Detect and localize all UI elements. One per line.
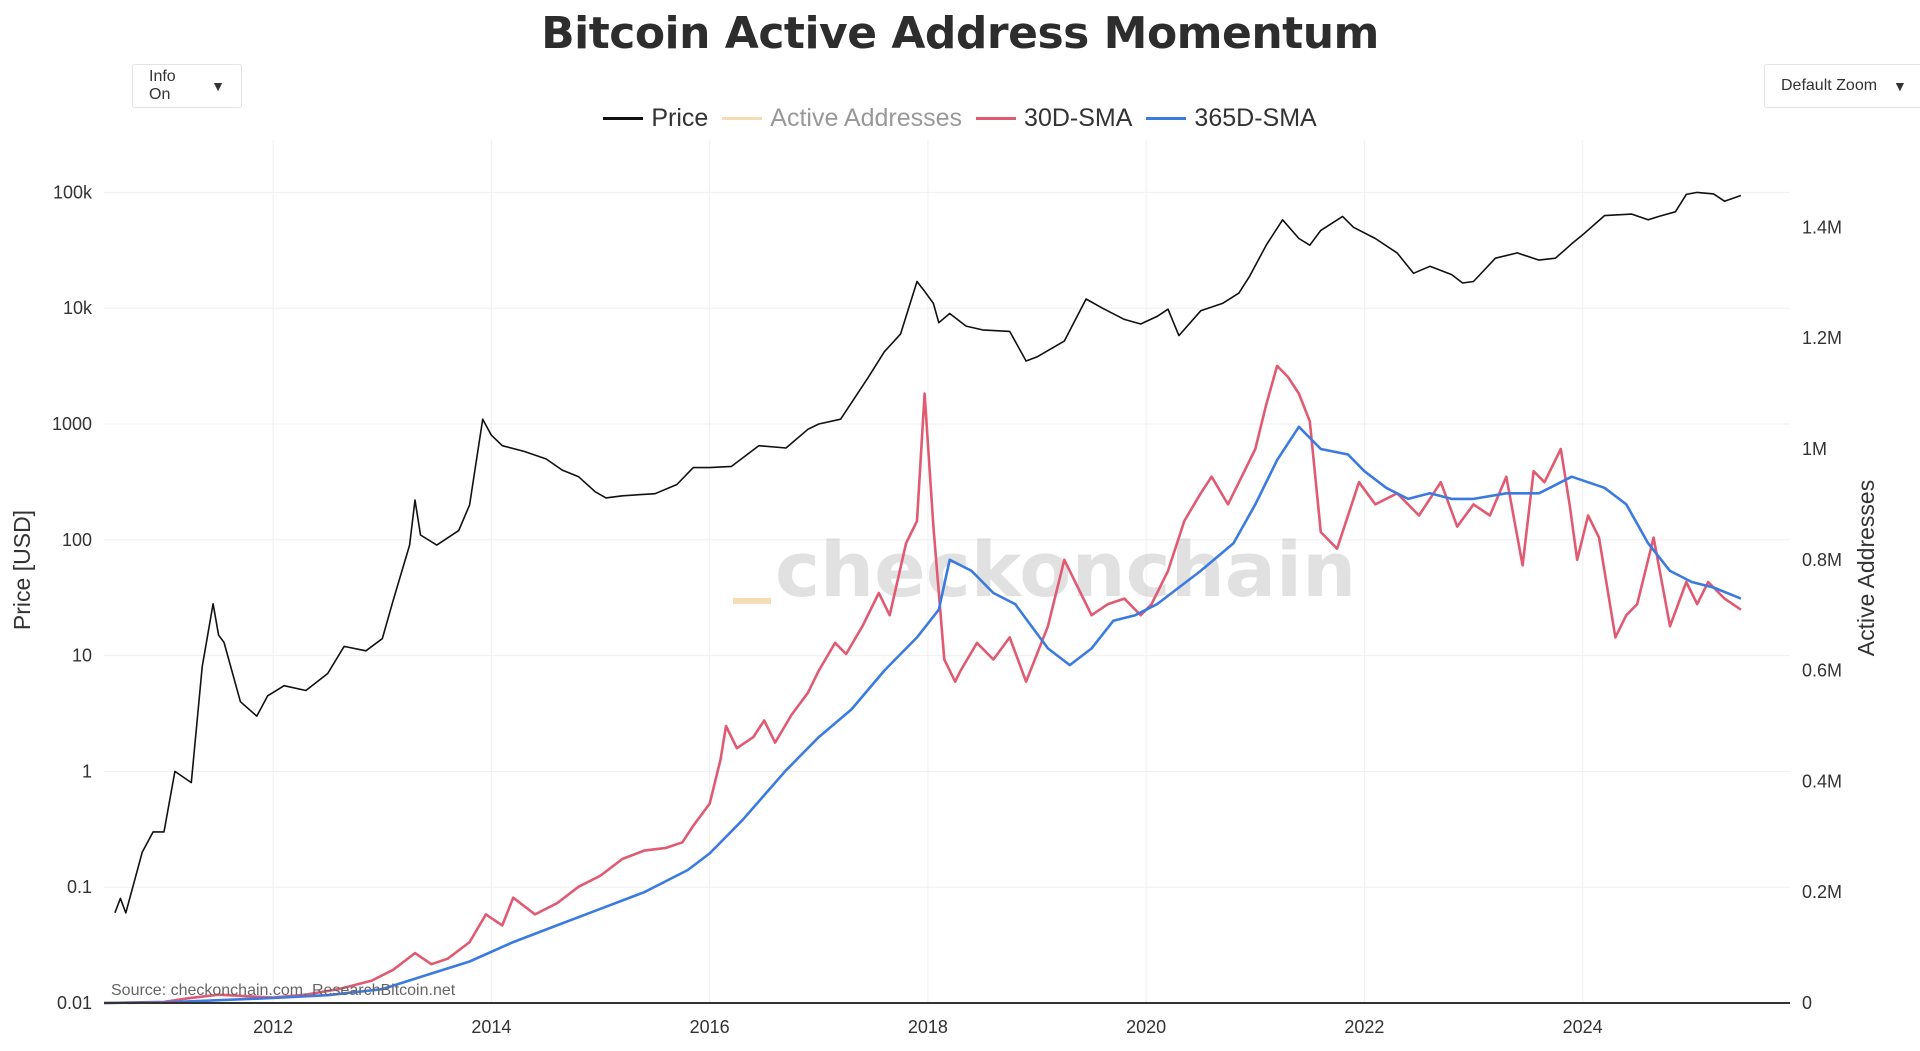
info-toggle-label: Info On — [149, 68, 176, 103]
right-tick-label: 0.8M — [1802, 550, 1842, 570]
zoom-dropdown[interactable]: Default Zoom ▼ — [1764, 64, 1920, 108]
series-line-365d-sma — [103, 425, 1742, 1005]
x-tick-label: 2018 — [908, 1017, 948, 1037]
chart-legend: Price Active Addresses 30D-SMA 365D-SMA — [0, 104, 1920, 133]
legend-swatch-365d-sma — [1146, 117, 1187, 120]
watermark: checkonchain — [775, 525, 1356, 614]
right-tick-label: 1.2M — [1802, 328, 1842, 348]
source-note: Source: checkonchain.com, ResearchBitcoi… — [111, 982, 456, 999]
zoom-label: Default Zoom — [1781, 77, 1878, 94]
left-tick-label: 0.01 — [57, 993, 92, 1013]
legend-swatch-30d-sma — [976, 117, 1017, 120]
x-tick-label: 2020 — [1126, 1017, 1166, 1037]
x-tick-label: 2022 — [1344, 1017, 1384, 1037]
legend-swatch-active-addresses — [722, 117, 763, 120]
legend-label-active-addresses: Active Addresses — [770, 104, 963, 132]
left-tick-label: 1 — [82, 761, 92, 781]
right-tick-label: 1.4M — [1802, 217, 1842, 237]
right-tick-label: 0.4M — [1802, 771, 1842, 791]
legend-label-price: Price — [651, 104, 709, 132]
left-tick-label: 100 — [62, 530, 92, 550]
left-tick-label: 1000 — [52, 414, 92, 434]
legend-item-price[interactable]: Price — [603, 104, 708, 133]
info-toggle-dropdown[interactable]: Info On ▼ — [132, 64, 242, 108]
right-tick-label: 1M — [1802, 439, 1827, 459]
series-lines — [103, 191, 1742, 1005]
left-tick-label: 0.1 — [67, 877, 92, 897]
left-tick-label: 100k — [53, 182, 93, 202]
right-tick-label: 0 — [1802, 993, 1812, 1013]
legend-item-30d-sma[interactable]: 30D-SMA — [976, 104, 1132, 133]
legend-label-365d-sma: 365D-SMA — [1194, 104, 1317, 132]
right-tick-label: 0.6M — [1802, 661, 1842, 681]
x-tick-label: 2016 — [690, 1017, 730, 1037]
left-tick-label: 10k — [63, 298, 93, 318]
legend-swatch-price — [603, 117, 644, 120]
series-line-price — [114, 191, 1742, 914]
series-line-30d-sma — [103, 364, 1742, 1005]
x-axis-ticks: 2012 2014 2016 2018 2020 2022 2024 — [253, 1017, 1603, 1037]
y-left-axis-title: Price [USD] — [9, 510, 35, 630]
left-axis-ticks: 0.01 0.1 1 10 100 1000 10k 100k — [52, 182, 93, 1013]
y-right-axis-title: Active Addresses — [1853, 480, 1879, 656]
legend-item-365d-sma[interactable]: 365D-SMA — [1146, 104, 1317, 133]
chevron-down-icon: ▼ — [1893, 78, 1907, 94]
legend-label-30d-sma: 30D-SMA — [1024, 104, 1133, 132]
x-tick-label: 2014 — [471, 1017, 511, 1037]
right-axis-ticks: 0 0.2M 0.4M 0.6M 0.8M 1M 1.2M 1.4M — [1802, 217, 1842, 1013]
chevron-down-icon: ▼ — [211, 78, 225, 94]
chart-title: Bitcoin Active Address Momentum — [541, 8, 1379, 59]
x-tick-label: 2012 — [253, 1017, 293, 1037]
left-tick-label: 10 — [72, 646, 92, 666]
watermark-bar — [733, 598, 771, 604]
right-tick-label: 0.2M — [1802, 882, 1842, 902]
x-tick-label: 2024 — [1563, 1017, 1603, 1037]
legend-item-active-addresses[interactable]: Active Addresses — [722, 104, 962, 133]
